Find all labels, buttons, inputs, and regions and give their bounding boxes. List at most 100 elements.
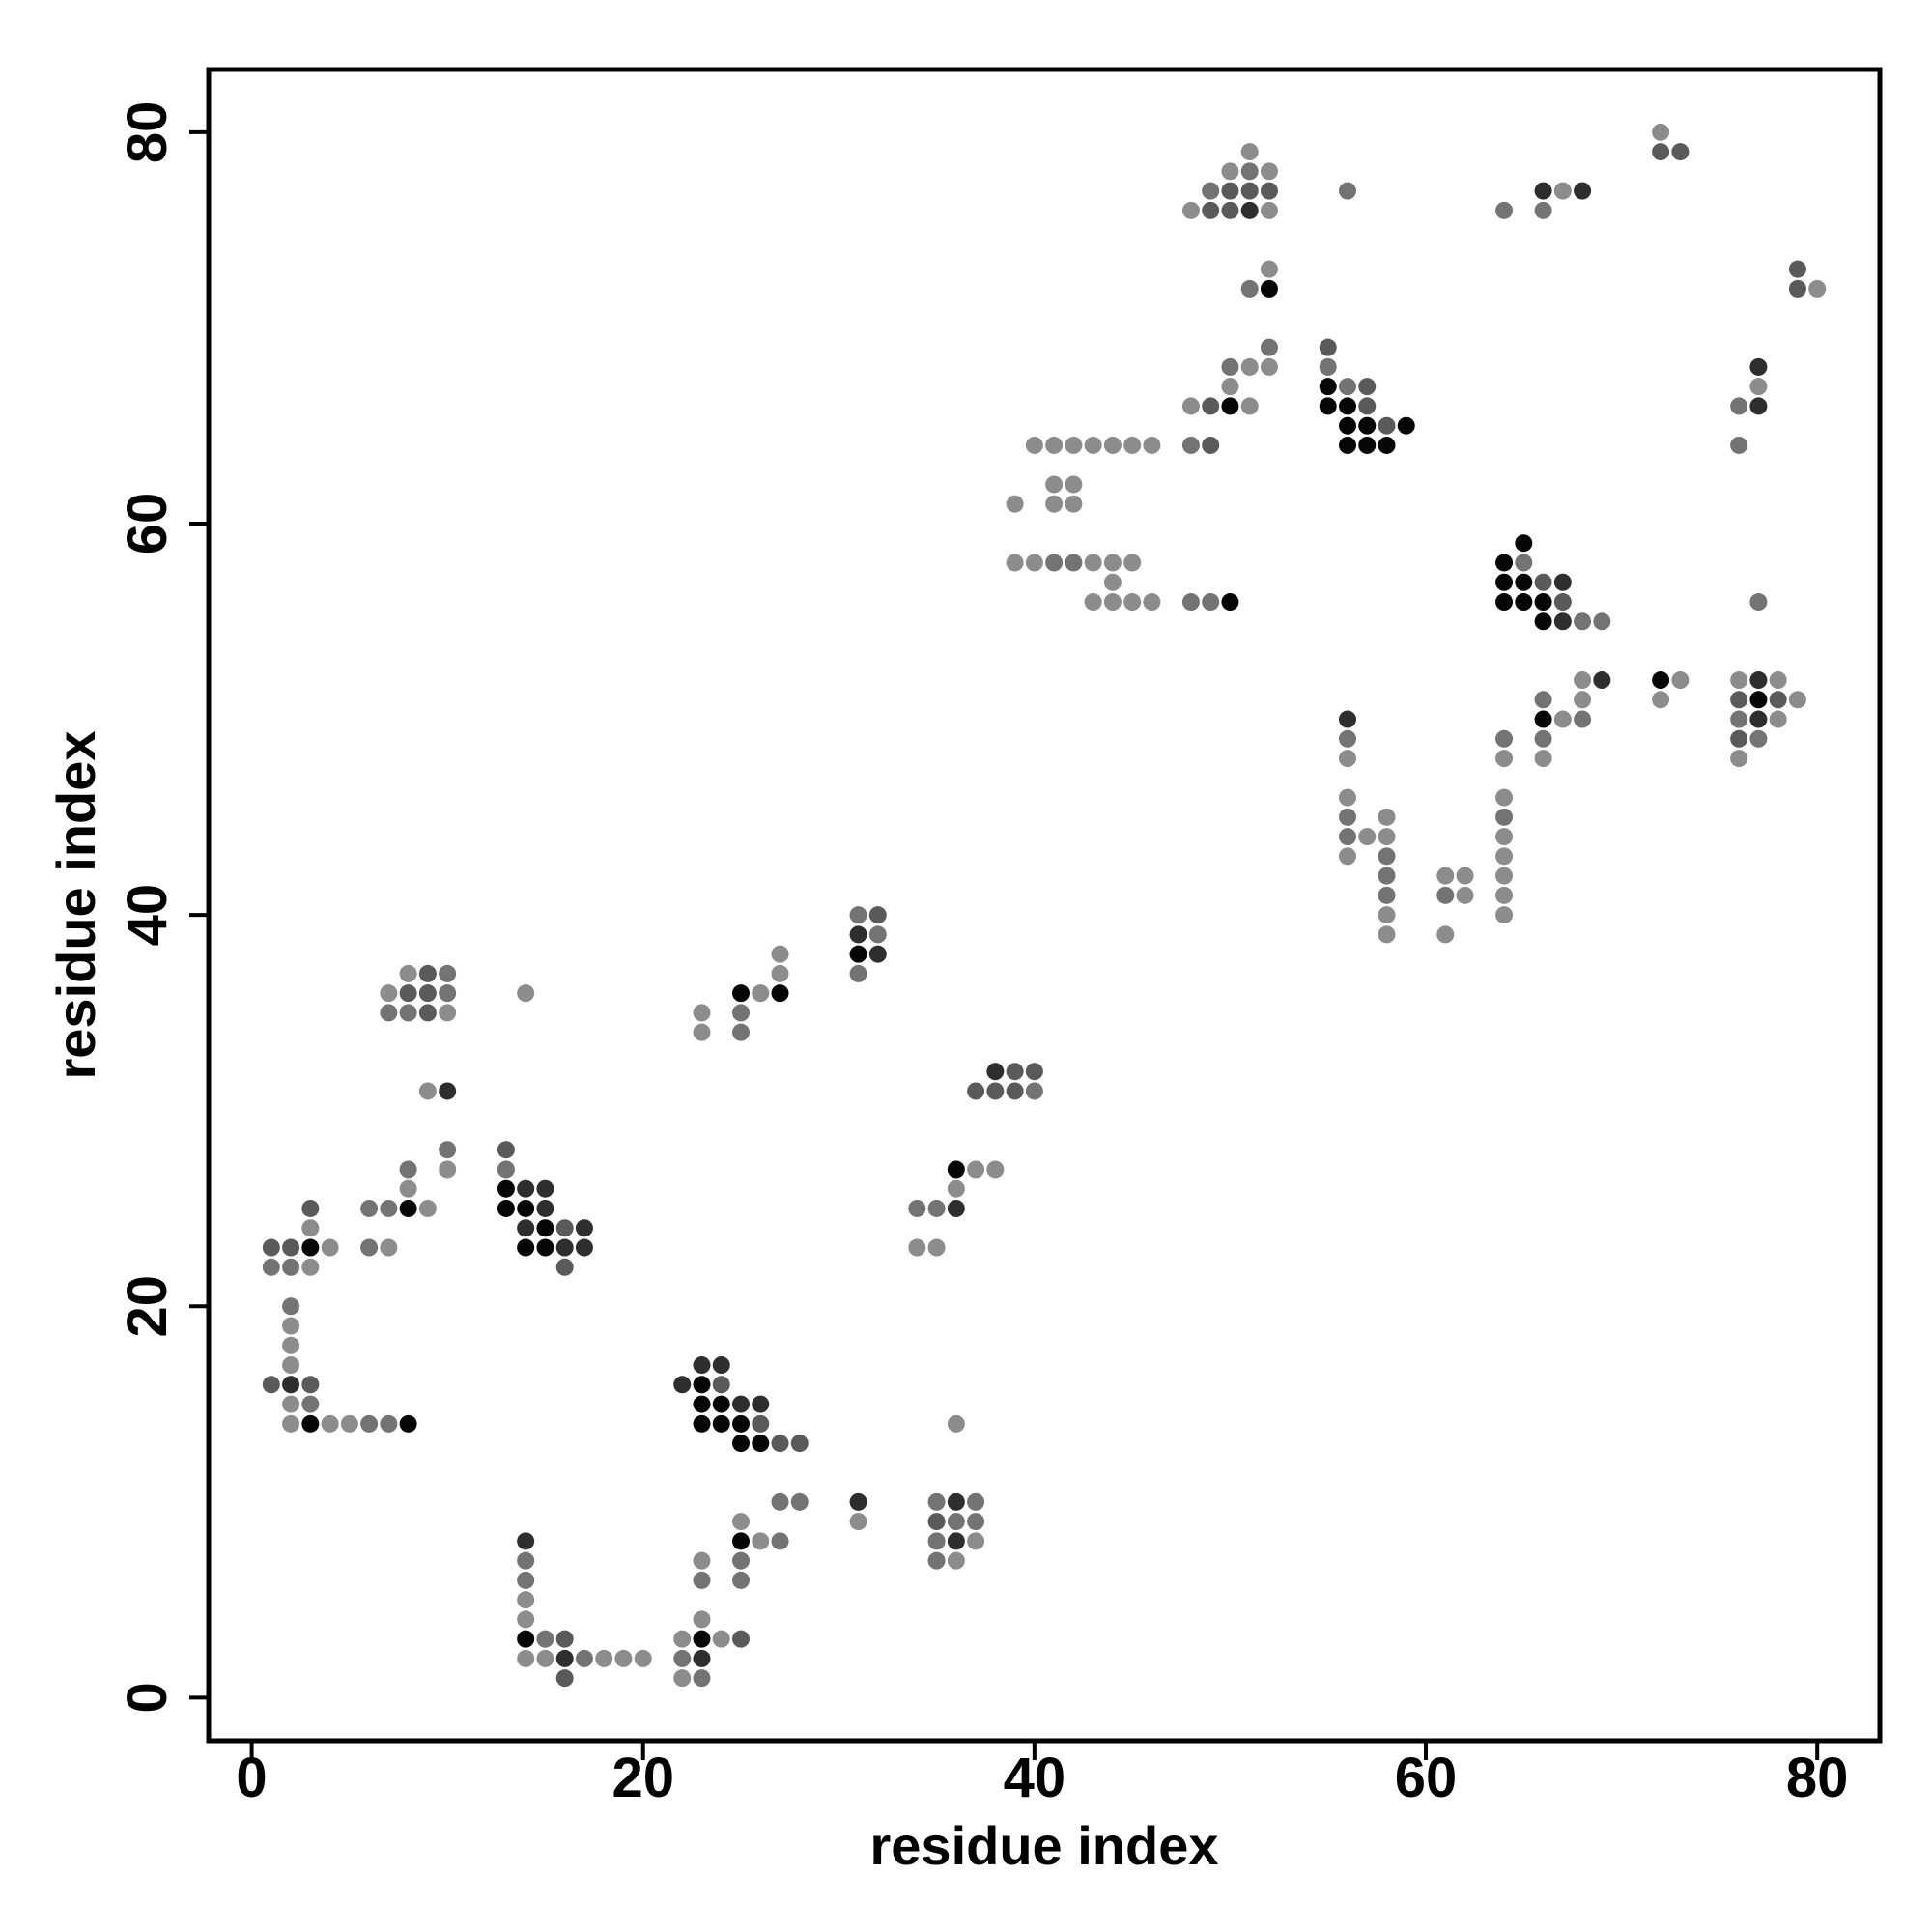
data-point <box>418 1004 437 1022</box>
data-point <box>1378 436 1396 454</box>
data-point <box>1202 201 1220 219</box>
data-point <box>1338 729 1356 748</box>
data-point <box>1534 612 1552 631</box>
data-point <box>1378 925 1396 944</box>
data-point <box>1788 279 1806 298</box>
data-point <box>536 1630 554 1648</box>
data-point <box>1495 729 1514 748</box>
data-point <box>1006 1063 1024 1081</box>
data-point <box>1260 338 1278 356</box>
data-point <box>1181 201 1200 219</box>
data-point <box>497 1160 515 1179</box>
data-point <box>673 1376 692 1394</box>
data-point <box>575 1238 593 1257</box>
data-point <box>575 1219 593 1237</box>
data-point <box>1730 729 1748 748</box>
data-point <box>497 1179 515 1198</box>
data-point <box>1240 357 1259 376</box>
data-point <box>555 1649 574 1667</box>
data-point <box>1221 357 1239 376</box>
data-point <box>1515 573 1533 591</box>
data-point <box>947 1513 965 1531</box>
y-axis-title: residue index <box>45 730 106 1079</box>
data-point <box>380 1414 398 1433</box>
data-point <box>712 1630 730 1648</box>
data-point <box>1730 750 1748 768</box>
data-point <box>1338 788 1356 807</box>
data-point <box>399 984 417 1003</box>
data-point <box>1378 416 1396 435</box>
data-point <box>1495 593 1514 611</box>
data-point <box>418 964 437 982</box>
data-point <box>1397 416 1415 435</box>
data-point <box>673 1669 692 1688</box>
data-point <box>418 1199 437 1217</box>
data-point <box>1574 182 1592 200</box>
data-point <box>1260 279 1278 298</box>
data-point <box>673 1649 692 1667</box>
data-point <box>517 1551 535 1570</box>
data-point <box>321 1414 339 1433</box>
data-point <box>555 1258 574 1276</box>
data-point <box>380 984 398 1003</box>
data-point <box>1553 612 1572 631</box>
data-point <box>1143 436 1161 454</box>
data-point <box>1123 436 1142 454</box>
data-point <box>1495 788 1514 807</box>
data-point <box>967 1513 985 1531</box>
data-point <box>947 1414 965 1433</box>
data-point <box>595 1649 613 1667</box>
data-point <box>947 1532 965 1550</box>
data-point <box>693 1395 711 1413</box>
data-point <box>536 1199 554 1217</box>
data-point <box>439 1004 457 1022</box>
data-point <box>849 906 867 924</box>
data-point <box>1495 906 1514 924</box>
data-point <box>1260 162 1278 181</box>
data-point <box>1749 671 1768 690</box>
data-point <box>575 1649 593 1667</box>
data-point <box>1378 828 1396 846</box>
data-point <box>693 1669 711 1688</box>
data-point <box>927 1492 946 1511</box>
data-point <box>1534 710 1552 728</box>
data-point <box>1006 554 1024 572</box>
data-point <box>927 1238 946 1257</box>
data-point <box>1456 886 1474 904</box>
data-point <box>967 1160 985 1179</box>
data-point <box>947 1551 965 1570</box>
data-point <box>1515 554 1533 572</box>
data-point <box>1338 750 1356 768</box>
data-point <box>1749 378 1768 396</box>
data-point <box>1553 593 1572 611</box>
data-point <box>1436 867 1455 885</box>
data-point <box>262 1258 280 1276</box>
data-point <box>1788 260 1806 278</box>
data-point <box>1652 671 1670 690</box>
data-point <box>301 1258 320 1276</box>
data-point <box>1730 397 1748 415</box>
data-point <box>439 984 457 1003</box>
data-point <box>1730 436 1748 454</box>
data-point <box>1358 397 1377 415</box>
data-point <box>1240 143 1259 161</box>
data-point <box>1103 573 1122 591</box>
data-point <box>517 1591 535 1609</box>
data-point <box>282 1238 300 1257</box>
data-point <box>1593 671 1611 690</box>
data-point <box>712 1395 730 1413</box>
data-point <box>1338 378 1356 396</box>
data-point <box>947 1179 965 1198</box>
data-point <box>1221 378 1239 396</box>
y-tick-label: 40 <box>116 884 179 947</box>
data-point <box>380 1238 398 1257</box>
data-point <box>1065 554 1083 572</box>
data-point <box>868 906 887 924</box>
data-point <box>517 1238 535 1257</box>
data-point <box>1749 710 1768 728</box>
data-point <box>555 1630 574 1648</box>
data-point <box>1358 416 1377 435</box>
data-point <box>360 1238 379 1257</box>
data-point <box>399 1414 417 1433</box>
data-point <box>1319 397 1337 415</box>
